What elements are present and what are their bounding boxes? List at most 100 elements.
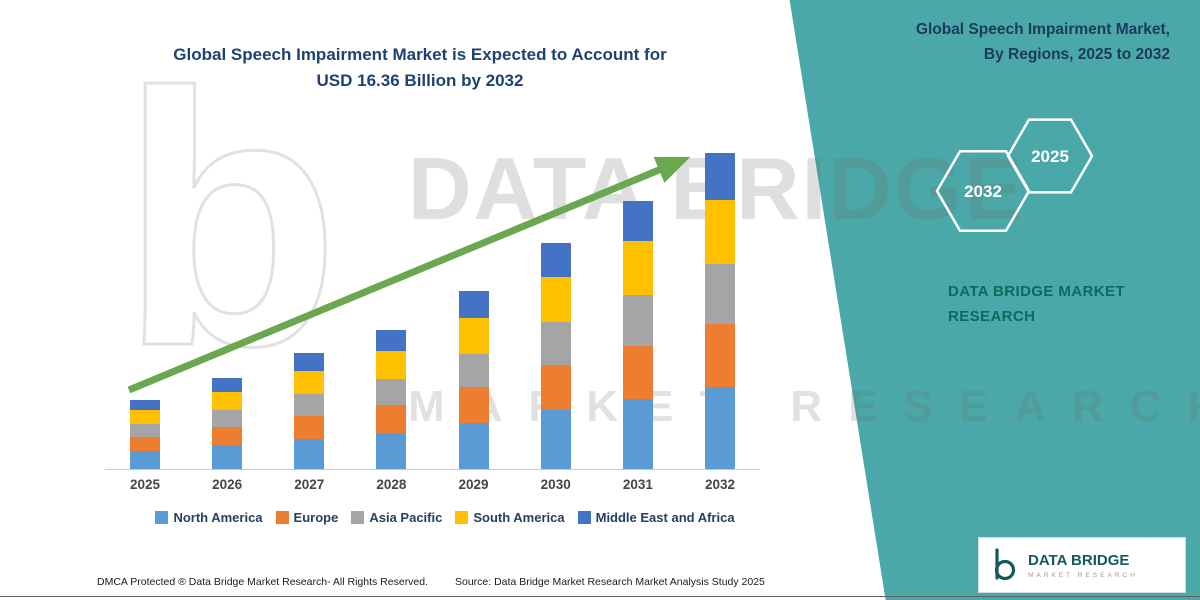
footer-dmca-text: DMCA Protected ® Data Bridge Market Rese… xyxy=(97,576,429,588)
x-axis-label: 2029 xyxy=(458,477,489,492)
bar-segment xyxy=(130,409,160,424)
hexagon-2025-label: 2025 xyxy=(1031,147,1069,166)
bar-segment xyxy=(130,423,160,437)
brand-text-line2: RESEARCH xyxy=(948,307,1036,325)
legend-label: Asia Pacific xyxy=(369,510,443,525)
bar-segment xyxy=(212,391,243,411)
bar-group xyxy=(127,399,163,469)
legend-item: Middle East and Africa xyxy=(577,510,735,525)
legend-label: Middle East and Africa xyxy=(595,510,735,525)
bar-segment xyxy=(622,399,653,469)
bar-segment xyxy=(212,427,243,446)
bar-segment xyxy=(704,386,735,469)
legend-label: South America xyxy=(473,510,565,525)
brand-text: DATA BRIDGE MARKET RESEARCH xyxy=(948,280,1188,330)
bar-group xyxy=(209,378,245,469)
bar-segment xyxy=(376,405,407,433)
logo-subtext: MARKET RESEARCH xyxy=(1028,571,1138,579)
stacked-bar-2032 xyxy=(704,152,735,469)
bar-segment xyxy=(540,322,571,366)
bar-group xyxy=(702,152,738,469)
footer-divider xyxy=(0,596,1200,597)
side-heading-line2: By Regions, 2025 to 2032 xyxy=(983,45,1170,63)
x-axis-label: 2028 xyxy=(376,477,407,492)
chart-title: Global Speech Impairment Market is Expec… xyxy=(60,42,780,95)
stacked-bar-2025 xyxy=(130,399,160,469)
bar-segment xyxy=(130,450,160,469)
bar-segment xyxy=(294,370,325,394)
bar-segment xyxy=(294,353,325,371)
legend-swatch xyxy=(455,511,469,524)
brand-text-line1: DATA BRIDGE MARKET xyxy=(948,283,1125,300)
legend-swatch xyxy=(275,511,289,524)
bar-segment xyxy=(294,438,325,469)
legend-swatch xyxy=(155,511,169,524)
chart-title-line2: USD 16.36 Billion by 2032 xyxy=(316,71,524,91)
bar-segment xyxy=(212,445,243,469)
x-axis-labels: 2025 2026 2027 2028 2029 2030 2031 2032 xyxy=(105,477,760,492)
side-heading-line1: Global Speech Impairment Market, xyxy=(915,21,1170,38)
hexagon-2032 xyxy=(935,149,1031,233)
legend-item: North America xyxy=(155,510,263,525)
stacked-bar-2028 xyxy=(376,329,407,469)
side-panel-heading: Global Speech Impairment Market, By Regi… xyxy=(840,18,1170,68)
x-axis-label: 2032 xyxy=(704,477,735,492)
bar-group xyxy=(291,353,327,469)
bar-segment xyxy=(376,350,407,379)
bar-segment xyxy=(294,393,325,416)
bar-segment xyxy=(704,200,735,264)
bar-group xyxy=(620,200,656,469)
bar-segment xyxy=(540,277,571,323)
legend-swatch xyxy=(577,511,591,524)
bars xyxy=(105,140,760,470)
bar-segment xyxy=(540,410,571,469)
bar-segment xyxy=(130,399,160,410)
bar-segment xyxy=(540,365,571,411)
bar-segment xyxy=(376,329,407,351)
bar-segment xyxy=(212,410,243,428)
bar-group xyxy=(373,329,409,469)
legend: North America Europe Asia Pacific South Ame… xyxy=(105,510,785,525)
footer-source-text: Source: Data Bridge Market Research Mark… xyxy=(455,576,765,588)
logo-text-block: DATA BRIDGE MARKET RESEARCH xyxy=(1028,552,1138,579)
bar-group xyxy=(538,243,574,469)
bar-segment xyxy=(130,436,160,451)
bar-segment xyxy=(458,318,489,354)
bar-segment xyxy=(458,422,489,469)
legend-label: North America xyxy=(173,510,263,525)
bar-segment xyxy=(376,432,407,469)
bar-segment xyxy=(376,378,407,406)
stacked-bar-2026 xyxy=(212,378,243,469)
bar-segment xyxy=(540,243,571,278)
stacked-bar-2029 xyxy=(458,291,489,469)
bar-segment xyxy=(458,353,489,388)
x-axis-label: 2030 xyxy=(540,477,571,492)
legend-item: Europe xyxy=(275,510,339,525)
stacked-bar-chart: 2025 2026 2027 2028 2029 2030 2031 2032 North A… xyxy=(105,140,760,525)
stacked-bar-2031 xyxy=(622,200,653,469)
x-axis-label: 2031 xyxy=(622,477,653,492)
hexagon-2025 xyxy=(1006,118,1094,194)
bar-segment xyxy=(622,294,653,346)
x-axis-label: 2026 xyxy=(212,477,243,492)
legend-item: Asia Pacific xyxy=(351,510,442,525)
logo-card: DATA BRIDGE MARKET RESEARCH xyxy=(978,537,1186,593)
bar-segment xyxy=(622,345,653,400)
bar-segment xyxy=(704,323,735,387)
bar-group xyxy=(456,291,492,469)
x-axis-label: 2025 xyxy=(129,477,161,492)
logo-name: DATA BRIDGE xyxy=(1028,551,1130,569)
x-axis-label: 2027 xyxy=(294,477,325,492)
chart-title-line1: Global Speech Impairment Market is Expec… xyxy=(173,45,667,64)
stacked-bar-2027 xyxy=(294,353,325,469)
bar-segment xyxy=(622,200,653,241)
data-bridge-b-icon xyxy=(994,548,1016,581)
hexagon-2032-label: 2032 xyxy=(964,182,1002,201)
bar-segment xyxy=(212,378,243,392)
hexagon-year-badges: 2032 2025 xyxy=(935,118,1094,233)
legend-label: Europe xyxy=(293,510,339,525)
legend-swatch xyxy=(351,511,365,524)
bar-segment xyxy=(622,240,653,295)
stacked-bar-2030 xyxy=(540,243,571,469)
